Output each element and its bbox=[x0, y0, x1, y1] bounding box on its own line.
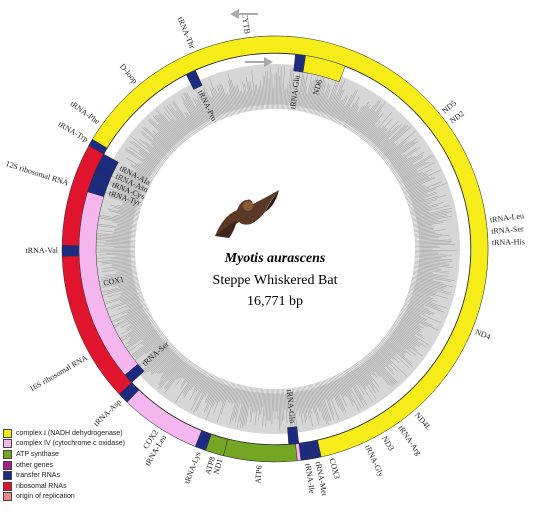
gene-label: tRNA-Gly bbox=[363, 444, 385, 478]
legend-label: other genes bbox=[16, 461, 53, 469]
gene-label: 12S ribosomal RNA bbox=[5, 159, 70, 187]
gene-label: tRNA-Thr bbox=[176, 16, 197, 51]
gene-label: tRNA-Val bbox=[26, 246, 59, 255]
gene-label: ND4L bbox=[413, 411, 433, 432]
species-name: Myotis aurascens bbox=[224, 251, 326, 266]
gene-label: tRNA-Leu bbox=[489, 211, 524, 224]
legend-swatch bbox=[3, 428, 12, 438]
legend-item: other genes bbox=[3, 460, 125, 471]
gene-label: ND1 bbox=[212, 458, 225, 475]
gene-label: 16S ribosomal RNA bbox=[28, 353, 89, 394]
gene-label: ATP6 bbox=[253, 465, 263, 484]
legend-swatch bbox=[3, 492, 12, 502]
legend-label: complex I (NADH dehydrogenase) bbox=[16, 429, 123, 437]
gene-label: COX3 bbox=[327, 457, 341, 480]
gene-label: tRNA-Phe bbox=[69, 99, 102, 126]
legend-swatch bbox=[3, 449, 12, 459]
legend-item: ribosomal RNAs bbox=[3, 481, 125, 492]
gene-label: tRNA-Ser bbox=[491, 224, 524, 236]
legend: complex I (NADH dehydrogenase) complex I… bbox=[3, 428, 125, 502]
legend-swatch bbox=[3, 481, 12, 491]
legend-item: transfer RNAs bbox=[3, 470, 125, 481]
gene-label: D-loop bbox=[118, 62, 139, 85]
gene-label: ND6 bbox=[311, 79, 324, 96]
legend-label: ribosomal RNAs bbox=[16, 482, 67, 490]
gene-label: tRNA-Lys bbox=[182, 450, 202, 484]
gene-segment-atp6 bbox=[223, 438, 298, 463]
gc-content-ring bbox=[90, 64, 460, 434]
gene-track bbox=[61, 35, 489, 463]
legend-item: complex I (NADH dehydrogenase) bbox=[3, 428, 125, 439]
gc-content-ticks bbox=[93, 65, 457, 432]
gene-label: ND3 bbox=[380, 434, 396, 452]
gene-segment-nd2 bbox=[92, 35, 489, 458]
genome-backbone bbox=[78, 52, 472, 446]
legend-item: ATP synthase bbox=[3, 449, 125, 460]
bat-icon bbox=[215, 190, 279, 238]
gene-label: tRNA-Glu bbox=[288, 75, 301, 110]
legend-label: complex IV (cytochrome c oxidase) bbox=[16, 440, 125, 448]
genome-size: 16,771 bp bbox=[247, 294, 303, 309]
legend-swatch bbox=[3, 460, 12, 470]
gene-label: CYTB bbox=[240, 12, 252, 34]
gene-segment-trna-gln bbox=[287, 426, 300, 445]
legend-label: ATP synthase bbox=[16, 450, 59, 458]
legend-swatch bbox=[3, 439, 12, 449]
gene-label: tRNA-Ile bbox=[303, 463, 316, 495]
legend-label: origin of replication bbox=[16, 493, 75, 501]
gene-label: ND4 bbox=[474, 327, 492, 341]
gene-label: tRNA-Trp bbox=[57, 119, 90, 143]
strand-arrow-forward-icon bbox=[245, 57, 273, 67]
gene-label: COX1 bbox=[102, 275, 124, 288]
gene-label: tRNA-Gln bbox=[285, 389, 297, 423]
strand-arrow-reverse-icon bbox=[230, 9, 258, 19]
common-name: Steppe Whiskered Bat bbox=[213, 273, 338, 288]
gene-label: tRNA-Arg bbox=[396, 424, 423, 457]
gene-segment-trna-ala bbox=[98, 153, 119, 171]
gene-label: tRNA-Asp bbox=[92, 397, 123, 428]
gene-label: tRNA-His bbox=[492, 237, 525, 247]
gene-segment-trna-val bbox=[61, 245, 80, 257]
legend-swatch bbox=[3, 471, 12, 481]
legend-label: transfer RNAs bbox=[16, 472, 60, 480]
legend-item: complex IV (cytochrome c oxidase) bbox=[3, 439, 125, 450]
legend-item: origin of replication bbox=[3, 492, 125, 503]
